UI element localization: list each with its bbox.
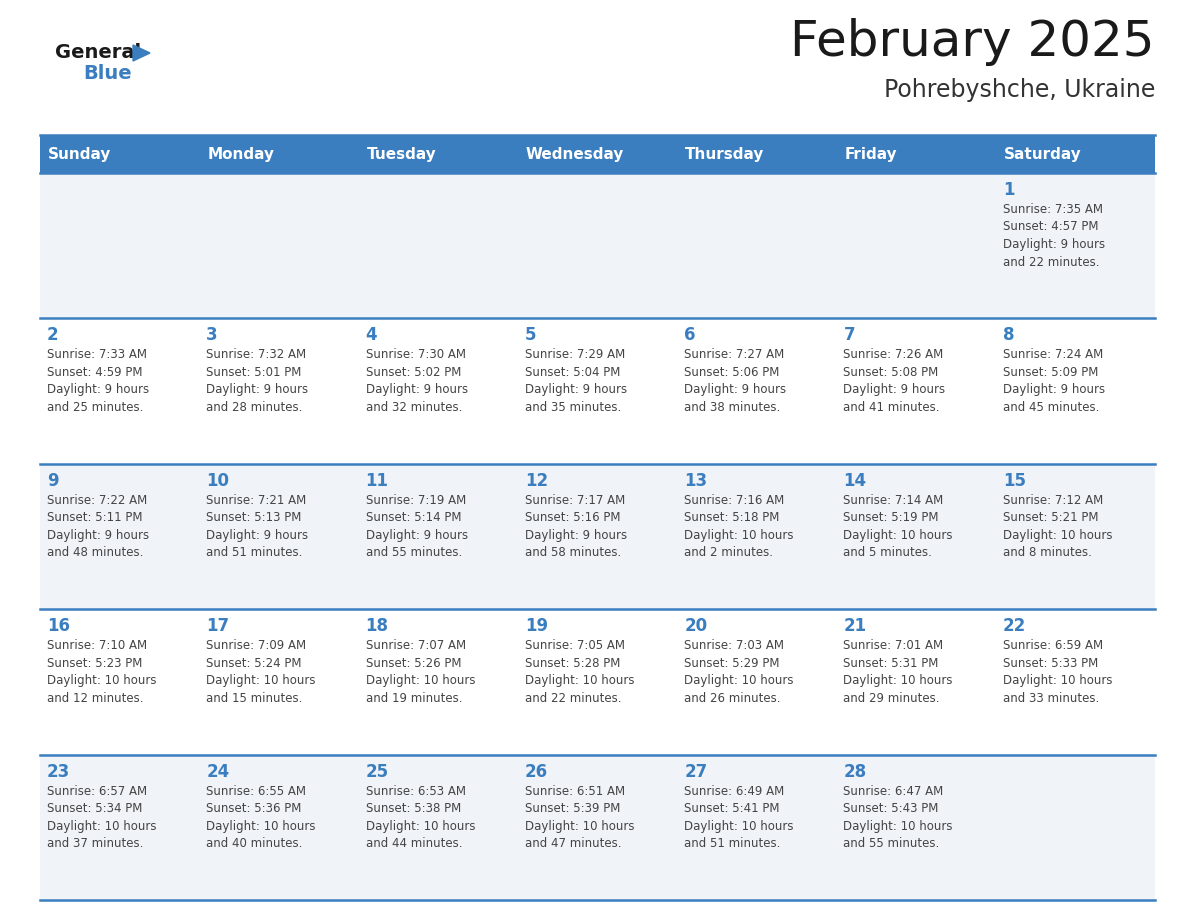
Text: 2: 2 [48, 327, 58, 344]
Bar [40, 173, 1155, 319]
Text: 5: 5 [525, 327, 536, 344]
Text: 6: 6 [684, 327, 696, 344]
Text: Sunrise: 6:47 AM
Sunset: 5:43 PM
Daylight: 10 hours
and 55 minutes.: Sunrise: 6:47 AM Sunset: 5:43 PM Dayligh… [843, 785, 953, 850]
Text: 28: 28 [843, 763, 866, 780]
Text: Sunrise: 7:01 AM
Sunset: 5:31 PM
Daylight: 10 hours
and 29 minutes.: Sunrise: 7:01 AM Sunset: 5:31 PM Dayligh… [843, 639, 953, 705]
Text: Sunrise: 7:17 AM
Sunset: 5:16 PM
Daylight: 9 hours
and 58 minutes.: Sunrise: 7:17 AM Sunset: 5:16 PM Dayligh… [525, 494, 627, 559]
Text: 24: 24 [207, 763, 229, 780]
Text: Sunrise: 6:57 AM
Sunset: 5:34 PM
Daylight: 10 hours
and 37 minutes.: Sunrise: 6:57 AM Sunset: 5:34 PM Dayligh… [48, 785, 157, 850]
Text: Sunrise: 7:07 AM
Sunset: 5:26 PM
Daylight: 10 hours
and 19 minutes.: Sunrise: 7:07 AM Sunset: 5:26 PM Dayligh… [366, 639, 475, 705]
Text: Sunrise: 7:09 AM
Sunset: 5:24 PM
Daylight: 10 hours
and 15 minutes.: Sunrise: 7:09 AM Sunset: 5:24 PM Dayligh… [207, 639, 316, 705]
Text: Tuesday: Tuesday [367, 147, 436, 162]
Text: 13: 13 [684, 472, 707, 490]
Text: 3: 3 [207, 327, 217, 344]
Text: 7: 7 [843, 327, 855, 344]
Text: Sunrise: 7:10 AM
Sunset: 5:23 PM
Daylight: 10 hours
and 12 minutes.: Sunrise: 7:10 AM Sunset: 5:23 PM Dayligh… [48, 639, 157, 705]
Text: 18: 18 [366, 617, 388, 635]
Bar [40, 755, 1155, 900]
Text: 4: 4 [366, 327, 378, 344]
Text: Sunrise: 7:29 AM
Sunset: 5:04 PM
Daylight: 9 hours
and 35 minutes.: Sunrise: 7:29 AM Sunset: 5:04 PM Dayligh… [525, 349, 627, 414]
Text: 9: 9 [48, 472, 58, 490]
Text: 10: 10 [207, 472, 229, 490]
Text: Sunrise: 6:51 AM
Sunset: 5:39 PM
Daylight: 10 hours
and 47 minutes.: Sunrise: 6:51 AM Sunset: 5:39 PM Dayligh… [525, 785, 634, 850]
Text: Blue: Blue [83, 64, 132, 83]
Text: Sunrise: 7:05 AM
Sunset: 5:28 PM
Daylight: 10 hours
and 22 minutes.: Sunrise: 7:05 AM Sunset: 5:28 PM Dayligh… [525, 639, 634, 705]
Text: Sunrise: 7:19 AM
Sunset: 5:14 PM
Daylight: 9 hours
and 55 minutes.: Sunrise: 7:19 AM Sunset: 5:14 PM Dayligh… [366, 494, 468, 559]
Text: 25: 25 [366, 763, 388, 780]
Text: 1: 1 [1003, 181, 1015, 199]
Text: Wednesday: Wednesday [526, 147, 624, 162]
Text: Monday: Monday [207, 147, 274, 162]
Text: 15: 15 [1003, 472, 1025, 490]
Text: Saturday: Saturday [1004, 147, 1081, 162]
Text: Sunrise: 7:33 AM
Sunset: 4:59 PM
Daylight: 9 hours
and 25 minutes.: Sunrise: 7:33 AM Sunset: 4:59 PM Dayligh… [48, 349, 150, 414]
Text: 19: 19 [525, 617, 548, 635]
Text: Sunrise: 7:35 AM
Sunset: 4:57 PM
Daylight: 9 hours
and 22 minutes.: Sunrise: 7:35 AM Sunset: 4:57 PM Dayligh… [1003, 203, 1105, 268]
Text: 22: 22 [1003, 617, 1026, 635]
Text: Sunrise: 7:24 AM
Sunset: 5:09 PM
Daylight: 9 hours
and 45 minutes.: Sunrise: 7:24 AM Sunset: 5:09 PM Dayligh… [1003, 349, 1105, 414]
Text: General: General [55, 43, 141, 62]
Text: Sunrise: 6:55 AM
Sunset: 5:36 PM
Daylight: 10 hours
and 40 minutes.: Sunrise: 6:55 AM Sunset: 5:36 PM Dayligh… [207, 785, 316, 850]
Text: Sunrise: 7:30 AM
Sunset: 5:02 PM
Daylight: 9 hours
and 32 minutes.: Sunrise: 7:30 AM Sunset: 5:02 PM Dayligh… [366, 349, 468, 414]
Text: Sunrise: 7:22 AM
Sunset: 5:11 PM
Daylight: 9 hours
and 48 minutes.: Sunrise: 7:22 AM Sunset: 5:11 PM Dayligh… [48, 494, 150, 559]
Text: 27: 27 [684, 763, 707, 780]
Text: Sunrise: 7:27 AM
Sunset: 5:06 PM
Daylight: 9 hours
and 38 minutes.: Sunrise: 7:27 AM Sunset: 5:06 PM Dayligh… [684, 349, 786, 414]
Text: Sunrise: 6:49 AM
Sunset: 5:41 PM
Daylight: 10 hours
and 51 minutes.: Sunrise: 6:49 AM Sunset: 5:41 PM Dayligh… [684, 785, 794, 850]
Text: 26: 26 [525, 763, 548, 780]
Text: Sunrise: 7:14 AM
Sunset: 5:19 PM
Daylight: 10 hours
and 5 minutes.: Sunrise: 7:14 AM Sunset: 5:19 PM Dayligh… [843, 494, 953, 559]
Text: 12: 12 [525, 472, 548, 490]
Bar [40, 610, 1155, 755]
Text: 14: 14 [843, 472, 866, 490]
Text: Sunrise: 6:53 AM
Sunset: 5:38 PM
Daylight: 10 hours
and 44 minutes.: Sunrise: 6:53 AM Sunset: 5:38 PM Dayligh… [366, 785, 475, 850]
Text: 11: 11 [366, 472, 388, 490]
Text: 16: 16 [48, 617, 70, 635]
Text: 20: 20 [684, 617, 707, 635]
Text: Sunrise: 7:32 AM
Sunset: 5:01 PM
Daylight: 9 hours
and 28 minutes.: Sunrise: 7:32 AM Sunset: 5:01 PM Dayligh… [207, 349, 309, 414]
Bar [40, 464, 1155, 610]
Text: Friday: Friday [845, 147, 897, 162]
Text: Sunrise: 7:12 AM
Sunset: 5:21 PM
Daylight: 10 hours
and 8 minutes.: Sunrise: 7:12 AM Sunset: 5:21 PM Dayligh… [1003, 494, 1112, 559]
Text: Thursday: Thursday [685, 147, 765, 162]
Bar [40, 135, 1155, 173]
Text: 21: 21 [843, 617, 866, 635]
Text: 8: 8 [1003, 327, 1015, 344]
Text: February 2025: February 2025 [790, 18, 1155, 66]
Polygon shape [133, 45, 150, 61]
Text: Sunrise: 7:16 AM
Sunset: 5:18 PM
Daylight: 10 hours
and 2 minutes.: Sunrise: 7:16 AM Sunset: 5:18 PM Dayligh… [684, 494, 794, 559]
Text: Sunrise: 7:26 AM
Sunset: 5:08 PM
Daylight: 9 hours
and 41 minutes.: Sunrise: 7:26 AM Sunset: 5:08 PM Dayligh… [843, 349, 946, 414]
Text: Sunrise: 7:21 AM
Sunset: 5:13 PM
Daylight: 9 hours
and 51 minutes.: Sunrise: 7:21 AM Sunset: 5:13 PM Dayligh… [207, 494, 309, 559]
Text: Sunrise: 6:59 AM
Sunset: 5:33 PM
Daylight: 10 hours
and 33 minutes.: Sunrise: 6:59 AM Sunset: 5:33 PM Dayligh… [1003, 639, 1112, 705]
Text: Sunrise: 7:03 AM
Sunset: 5:29 PM
Daylight: 10 hours
and 26 minutes.: Sunrise: 7:03 AM Sunset: 5:29 PM Dayligh… [684, 639, 794, 705]
Text: Sunday: Sunday [48, 147, 112, 162]
Text: Pohrebyshche, Ukraine: Pohrebyshche, Ukraine [884, 78, 1155, 102]
Text: 23: 23 [48, 763, 70, 780]
Bar [40, 319, 1155, 464]
Text: 17: 17 [207, 617, 229, 635]
